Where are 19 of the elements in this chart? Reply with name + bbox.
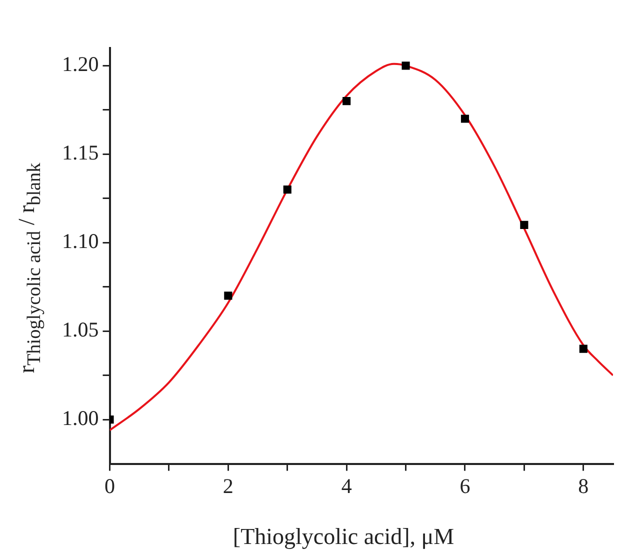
y-tick-label: 1.20 — [62, 52, 99, 76]
point — [520, 220, 528, 229]
point — [402, 62, 410, 70]
point — [342, 97, 351, 106]
point — [460, 114, 470, 123]
x-tick-label: 8 — [578, 474, 589, 498]
point — [224, 292, 232, 300]
x-axis-title: [Thioglycolic acid], μM — [232, 524, 456, 550]
line-series — [110, 62, 613, 432]
point — [579, 344, 588, 353]
x-tick-label: 4 — [341, 474, 352, 498]
y-tick-label: 1.05 — [62, 318, 99, 342]
point — [283, 186, 292, 194]
y-tick-label: 1.00 — [62, 406, 99, 430]
x-tick-label: 2 — [222, 474, 234, 498]
x-tick-label: 0 — [104, 474, 115, 498]
y-tick-label: 1.15 — [62, 140, 99, 165]
x-tick-label: 6 — [460, 474, 470, 498]
y-tick-label: 1.10 — [62, 229, 99, 254]
